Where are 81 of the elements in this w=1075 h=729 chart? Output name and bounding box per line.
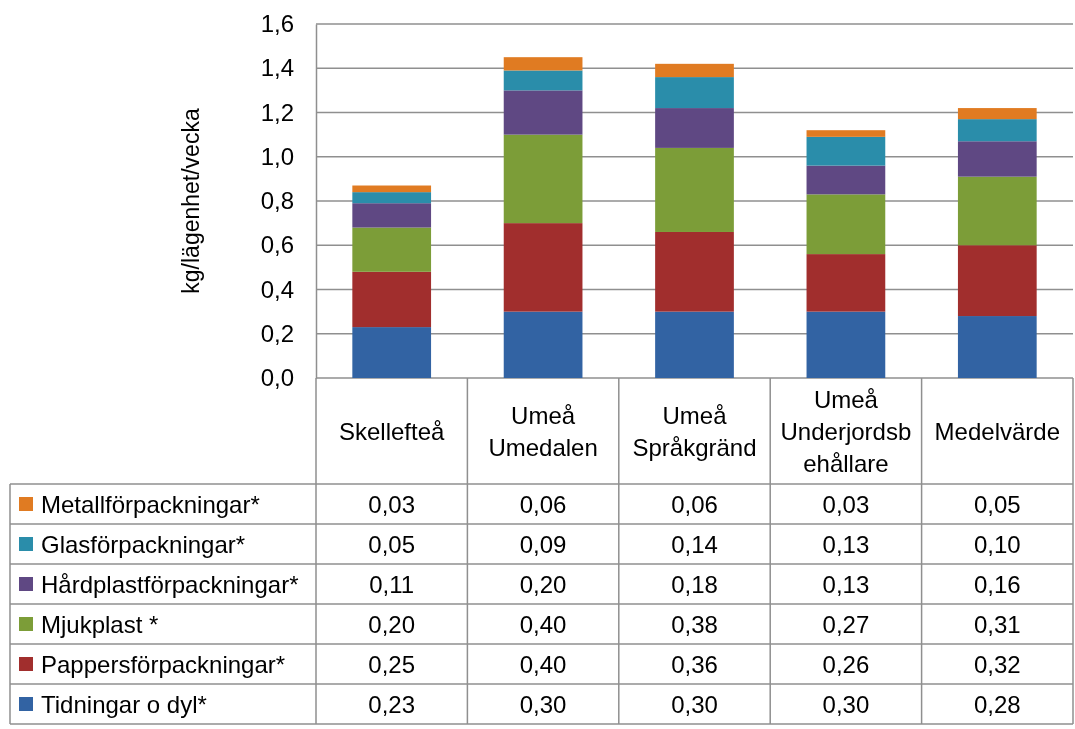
legend-label: Glasförpackningar* bbox=[41, 530, 246, 558]
bar bbox=[352, 192, 432, 204]
data-label: 0,03 bbox=[822, 490, 870, 518]
y-tick-label: 0,4 bbox=[260, 275, 294, 303]
x-tick-label: Umeå Underjordsbehållare bbox=[780, 385, 912, 477]
data-label: 0,14 bbox=[671, 530, 718, 558]
data-label: 0,11 bbox=[369, 570, 415, 598]
data-label: 0,06 bbox=[671, 490, 718, 518]
y-tick-label: 1,2 bbox=[260, 98, 294, 126]
bar bbox=[655, 231, 734, 312]
bar bbox=[806, 165, 886, 195]
y-tick-label: 0,8 bbox=[260, 187, 294, 215]
bar bbox=[352, 185, 432, 193]
bar bbox=[503, 57, 583, 71]
bar bbox=[957, 316, 1037, 378]
bar bbox=[957, 176, 1037, 246]
data-label: 0,05 bbox=[368, 530, 416, 558]
data-label: 0,10 bbox=[973, 530, 1021, 558]
bar bbox=[655, 147, 734, 232]
data-label: 0,30 bbox=[519, 690, 567, 718]
bar bbox=[655, 108, 734, 148]
legend-label: Pappersförpackningar* bbox=[41, 650, 286, 678]
data-label: 0,18 bbox=[671, 570, 718, 598]
bar bbox=[352, 203, 432, 228]
data-label: 0,27 bbox=[822, 610, 870, 638]
data-label: 0,30 bbox=[822, 690, 870, 718]
data-label: 0,09 bbox=[519, 530, 567, 558]
bar bbox=[806, 311, 886, 378]
bar bbox=[806, 194, 886, 255]
data-label: 0,16 bbox=[973, 570, 1021, 598]
data-label: 0,20 bbox=[368, 610, 416, 638]
bar bbox=[352, 327, 432, 378]
data-label: 0,40 bbox=[519, 610, 567, 638]
bar bbox=[957, 245, 1037, 317]
bar bbox=[503, 70, 583, 91]
data-label: 0,13 bbox=[822, 570, 870, 598]
bar bbox=[352, 227, 432, 272]
y-tick-label: 0,0 bbox=[260, 364, 294, 392]
data-label: 0,20 bbox=[519, 570, 567, 598]
data-label: 0,03 bbox=[368, 490, 416, 518]
x-tick-label: Umeå Språkgränd bbox=[632, 401, 757, 461]
bar bbox=[806, 254, 886, 312]
data-label: 0,25 bbox=[368, 650, 416, 678]
bar bbox=[503, 223, 583, 312]
bar bbox=[655, 311, 734, 378]
x-tick-label: Skellefteå bbox=[339, 417, 446, 445]
bar bbox=[503, 311, 583, 378]
data-label: 0,28 bbox=[973, 690, 1021, 718]
data-label: 0,40 bbox=[519, 650, 567, 678]
data-label: 0,38 bbox=[671, 610, 718, 638]
legend-label: Mjukplast * bbox=[41, 610, 159, 638]
data-label: 0,23 bbox=[368, 690, 416, 718]
y-tick-label: 1,4 bbox=[260, 54, 294, 82]
bar bbox=[957, 119, 1037, 142]
legend-label: Tidningar o dyl* bbox=[41, 690, 207, 718]
bar bbox=[655, 63, 734, 78]
y-tick-label: 1,6 bbox=[260, 10, 294, 38]
data-label: 0,32 bbox=[973, 650, 1021, 678]
y-axis-title: kg/lägenhet/vecka bbox=[178, 108, 204, 294]
data-label: 0,31 bbox=[973, 610, 1021, 638]
bar bbox=[806, 136, 886, 166]
legend-label: Hårdplastförpackningar* bbox=[41, 570, 299, 598]
bar bbox=[655, 77, 734, 109]
bar bbox=[806, 130, 886, 137]
data-label: 0,06 bbox=[519, 490, 567, 518]
x-tick-label: Umeå Umedalen bbox=[488, 401, 598, 461]
y-tick-label: 1,0 bbox=[260, 142, 294, 170]
data-label: 0,36 bbox=[671, 650, 718, 678]
data-label: 0,30 bbox=[671, 690, 718, 718]
y-tick-label: 0,6 bbox=[260, 231, 294, 259]
data-label: 0,05 bbox=[973, 490, 1021, 518]
bar bbox=[503, 134, 583, 224]
data-label: 0,26 bbox=[822, 650, 870, 678]
data-label: 0,13 bbox=[822, 530, 870, 558]
bar bbox=[352, 271, 432, 328]
bar bbox=[957, 108, 1037, 120]
bar bbox=[503, 90, 583, 135]
y-tick-label: 0,2 bbox=[260, 319, 294, 347]
x-tick-label: Medelvärde bbox=[934, 417, 1060, 445]
bar bbox=[957, 141, 1037, 177]
legend-label: Metallförpackningar* bbox=[41, 490, 260, 518]
